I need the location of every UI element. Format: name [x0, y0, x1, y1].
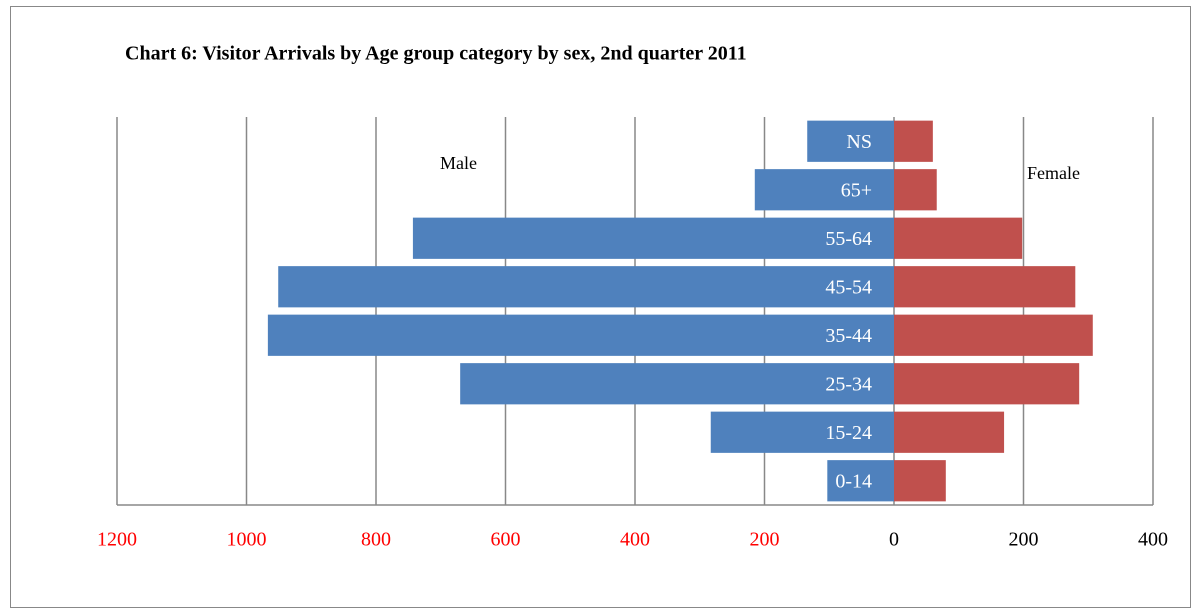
category-label: 65+: [841, 179, 872, 201]
x-tick-label: 400: [620, 529, 650, 551]
category-label: NS: [846, 131, 872, 153]
x-tick-label: 200: [750, 529, 780, 551]
category-label: 25-34: [825, 373, 872, 395]
bar: [894, 217, 1023, 259]
bar: [267, 314, 894, 356]
series-label: Male: [440, 153, 477, 173]
bar: [894, 460, 946, 502]
bar: [278, 266, 894, 308]
x-tick-label: 800: [361, 529, 391, 551]
bar: [894, 266, 1076, 308]
bar: [894, 120, 933, 162]
bar: [827, 460, 894, 502]
category-label: 0-14: [835, 470, 872, 492]
bar: [460, 363, 894, 405]
bar: [754, 169, 894, 211]
bar: [894, 411, 1005, 453]
category-label: 15-24: [825, 422, 872, 444]
x-tick-label: 600: [491, 529, 521, 551]
category-label: 45-54: [825, 276, 872, 298]
x-tick-label: 200: [1009, 529, 1039, 551]
series-label: Female: [1027, 163, 1080, 183]
category-label: 35-44: [825, 325, 872, 347]
chart-title: Chart 6: Visitor Arrivals by Age group c…: [125, 43, 747, 65]
x-tick-label: 1200: [97, 529, 137, 551]
bar: [710, 411, 894, 453]
bar: [807, 120, 894, 162]
x-tick-label: 0: [889, 529, 899, 551]
bar: [894, 314, 1093, 356]
bar: [894, 363, 1080, 405]
bar: [894, 169, 937, 211]
x-tick-label: 1000: [227, 529, 267, 551]
x-tick-label: 400: [1138, 529, 1168, 551]
category-label: 55-64: [825, 228, 872, 250]
bar: [412, 217, 894, 259]
